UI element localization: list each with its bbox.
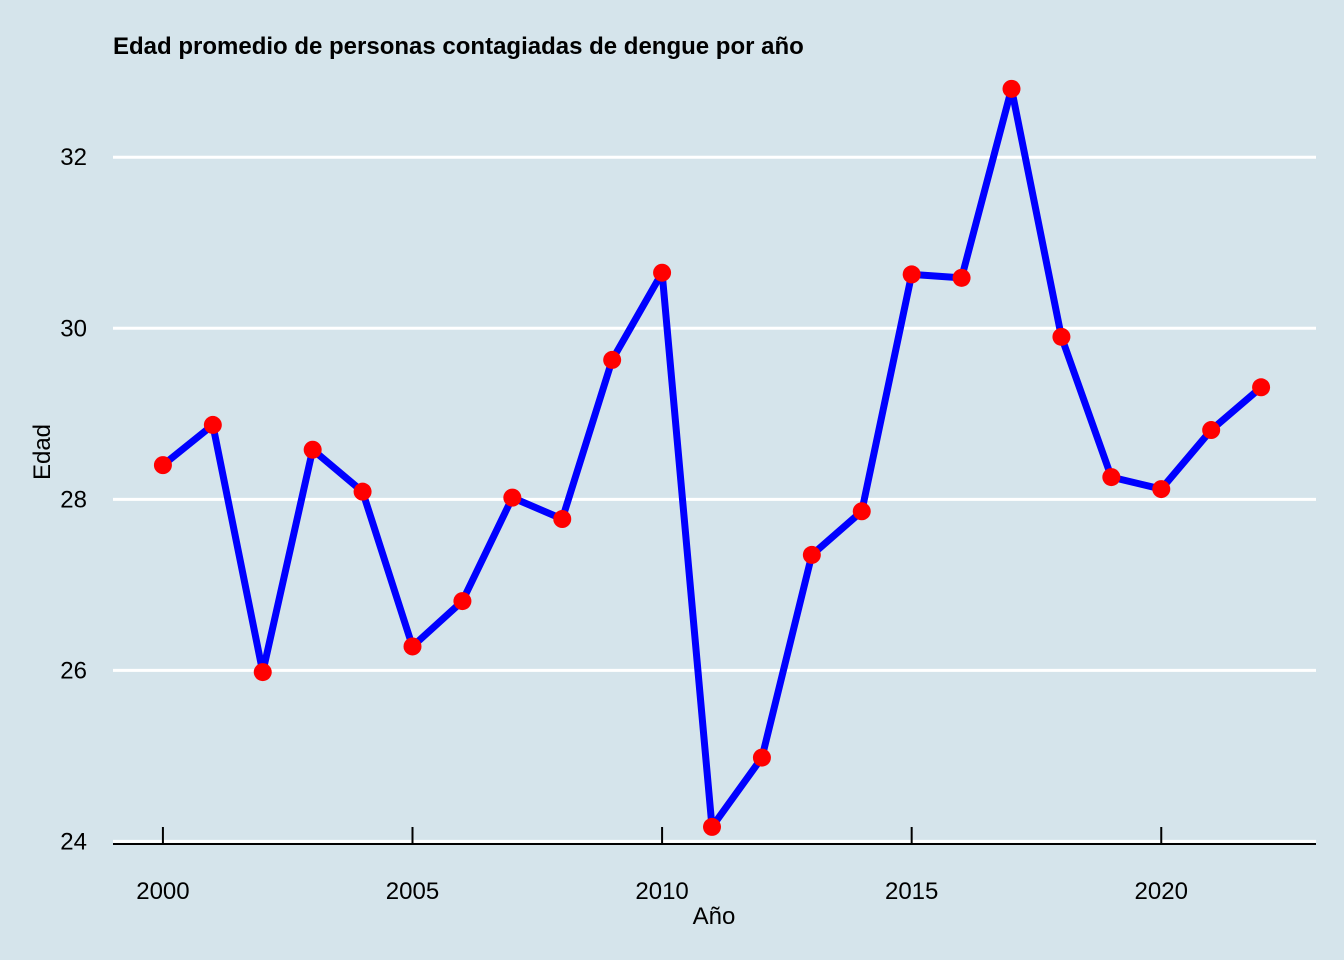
- data-point: [303, 440, 322, 459]
- data-point: [203, 415, 222, 434]
- y-tick-label: 32: [60, 144, 87, 171]
- data-point: [703, 817, 722, 836]
- y-tick-label: 26: [60, 657, 87, 684]
- data-point: [1102, 468, 1121, 487]
- data-point: [1202, 421, 1221, 440]
- data-point: [553, 510, 572, 529]
- data-point: [253, 663, 272, 682]
- x-tick-label: 2015: [885, 878, 938, 905]
- data-point: [752, 748, 771, 767]
- series-line: [159, 85, 1265, 831]
- data-point: [1152, 480, 1171, 499]
- x-axis-ticks: 2000 2005 2010 2015 2020: [136, 827, 1188, 905]
- data-points: [153, 79, 1271, 836]
- y-tick-label: 30: [60, 315, 87, 342]
- data-point: [653, 263, 672, 282]
- data-point: [353, 482, 372, 501]
- data-point: [802, 545, 821, 564]
- data-point: [603, 350, 622, 369]
- y-axis-ticks: 24 26 28 30 32: [60, 144, 87, 855]
- data-point: [403, 637, 422, 656]
- gridlines: [113, 155, 1316, 843]
- data-point: [153, 456, 172, 475]
- data-point: [503, 488, 522, 507]
- data-point: [902, 265, 921, 284]
- data-point: [453, 592, 472, 611]
- chart-title: Edad promedio de personas contagiadas de…: [113, 33, 804, 60]
- data-point: [1052, 327, 1071, 346]
- x-tick-label: 2010: [635, 878, 688, 905]
- y-tick-label: 28: [60, 486, 87, 513]
- data-point: [852, 502, 871, 521]
- data-point: [952, 268, 971, 287]
- x-tick-label: 2000: [136, 878, 189, 905]
- data-point: [1002, 79, 1021, 98]
- x-axis-title: Año: [693, 903, 736, 930]
- y-axis-title: Edad: [29, 424, 56, 480]
- series: [159, 85, 1265, 831]
- data-point: [1252, 378, 1271, 397]
- x-tick-label: 2005: [386, 878, 439, 905]
- x-tick-label: 2020: [1135, 878, 1188, 905]
- y-tick-label: 24: [60, 828, 87, 855]
